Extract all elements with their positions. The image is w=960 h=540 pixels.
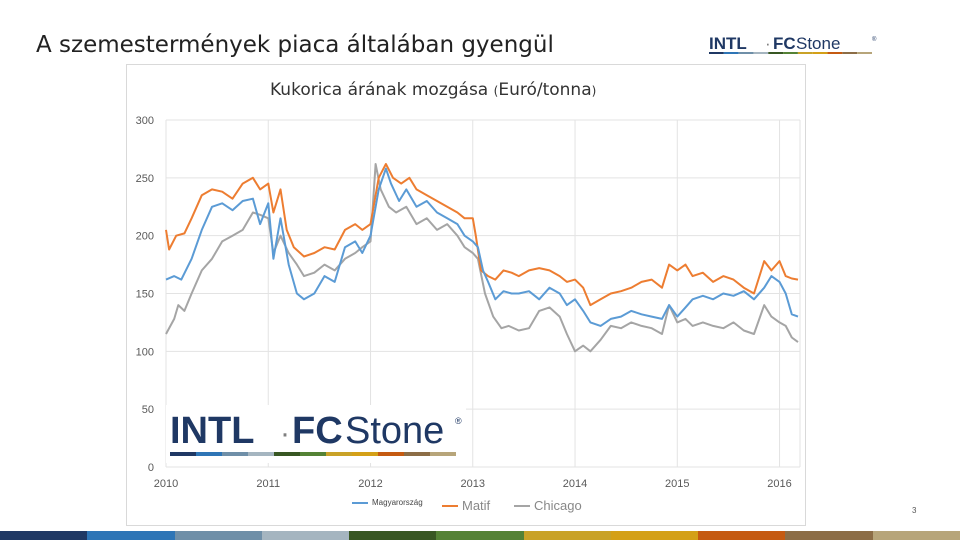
series-line-chicago <box>165 163 799 353</box>
stripe-segment <box>300 452 326 456</box>
y-tick-label: 300 <box>136 115 154 127</box>
bottom-bar-segment <box>261 531 350 540</box>
x-tick-label: 2012 <box>358 478 382 490</box>
chart-title-paren-open: ( <box>493 84 499 98</box>
legend-label-matif: Matif <box>462 498 491 513</box>
x-tick-label: 2015 <box>665 478 689 490</box>
legend-swatch-chicago <box>514 504 530 507</box>
x-tick-label: 2016 <box>767 478 791 490</box>
chart-title-unit: Euró/tonna <box>498 80 592 100</box>
watermark-separator: · <box>280 417 290 450</box>
watermark-word-stone: Stone <box>345 410 444 452</box>
bottom-bar-segment <box>872 531 960 540</box>
stripe-segment <box>812 52 828 54</box>
legend-swatch-magyarorszag <box>352 501 368 504</box>
chart-title: Kukorica árának mozgása (Euró/tonna) <box>270 80 596 100</box>
stripe-segment <box>352 452 378 456</box>
stripe-segment <box>326 452 352 456</box>
y-tick-label: 150 <box>136 289 154 301</box>
bottom-bar-segment <box>0 531 88 540</box>
chart-title-text: Kukorica árának mozgása <box>270 80 489 100</box>
stripe-segment <box>430 452 456 456</box>
stripe-segment <box>842 52 858 54</box>
x-tick-label: 2011 <box>256 478 280 490</box>
bottom-bar-segment <box>436 531 524 540</box>
stripe-segment <box>222 452 248 456</box>
bottom-bar-segment <box>523 531 611 540</box>
legend-item-magyarorszag: Magyarország <box>352 498 423 507</box>
x-tick-label: 2014 <box>563 478 587 490</box>
legend-item-chicago: Chicago <box>514 498 582 513</box>
logo-word-fc: FC <box>773 34 796 53</box>
stripe-segment <box>274 452 300 456</box>
watermark-color-stripe <box>170 452 456 456</box>
legend-label-chicago: Chicago <box>534 498 582 513</box>
bottom-bar-segment <box>87 531 175 540</box>
stripe-segment <box>248 452 274 456</box>
legend-swatch-matif <box>442 504 458 507</box>
stripe-segment <box>753 52 769 54</box>
logo-separator: · <box>765 34 771 53</box>
logo-color-stripe <box>709 52 872 54</box>
logo-word-intl: INTL <box>709 34 747 53</box>
bottom-bar-segment <box>610 531 699 540</box>
bottom-bar-segment <box>785 531 873 540</box>
logo-word-stone: Stone <box>796 34 840 53</box>
company-logo-svg: INTL · FC Stone ® <box>709 34 877 54</box>
watermark-word-intl: INTL <box>170 410 254 452</box>
company-logo: INTL · FC Stone ® <box>709 34 879 63</box>
legend-label-magyarorszag: Magyarország <box>372 498 423 507</box>
y-tick-label: 0 <box>148 462 154 474</box>
x-tick-label: 2010 <box>154 478 178 490</box>
stripe-segment <box>709 52 724 54</box>
stripe-segment <box>827 52 843 54</box>
chart-title-paren-close: ) <box>591 84 597 98</box>
stripe-segment <box>738 52 754 54</box>
stripe-segment <box>857 52 872 54</box>
stripe-segment <box>196 452 222 456</box>
stripe-segment <box>783 52 798 54</box>
chart-series <box>165 163 799 353</box>
stripe-segment <box>404 452 430 456</box>
series-line-matif <box>165 163 799 307</box>
watermark-mark: ® <box>455 416 462 426</box>
watermark-word-fc: FC <box>292 410 343 452</box>
chart-axis-labels: 0 50 100 150 200 250 300 2010 2011 2012 2013 2014 20… <box>136 115 792 490</box>
watermark-logo: INTL · FC Stone ® <box>166 405 466 463</box>
series-line-magyarorszg <box>165 167 799 327</box>
bottom-bar-segment <box>349 531 437 540</box>
y-tick-label: 200 <box>136 231 154 243</box>
bottom-color-bar <box>0 531 960 540</box>
x-tick-label: 2013 <box>461 478 485 490</box>
logo-mark: ® <box>872 36 877 43</box>
stripe-segment <box>170 452 196 456</box>
y-tick-label: 50 <box>142 404 154 416</box>
stripe-segment <box>797 52 813 54</box>
stripe-segment <box>378 452 404 456</box>
stripe-segment <box>723 52 739 54</box>
y-tick-label: 100 <box>136 346 154 358</box>
slide-title: A szemestermények piaca általában gyengü… <box>36 32 554 58</box>
bottom-bar-segment <box>174 531 262 540</box>
stripe-segment <box>768 52 784 54</box>
bottom-bar-segment <box>698 531 786 540</box>
y-tick-label: 250 <box>136 173 154 185</box>
legend-item-matif: Matif <box>442 498 490 513</box>
page-number: 3 <box>912 506 917 515</box>
